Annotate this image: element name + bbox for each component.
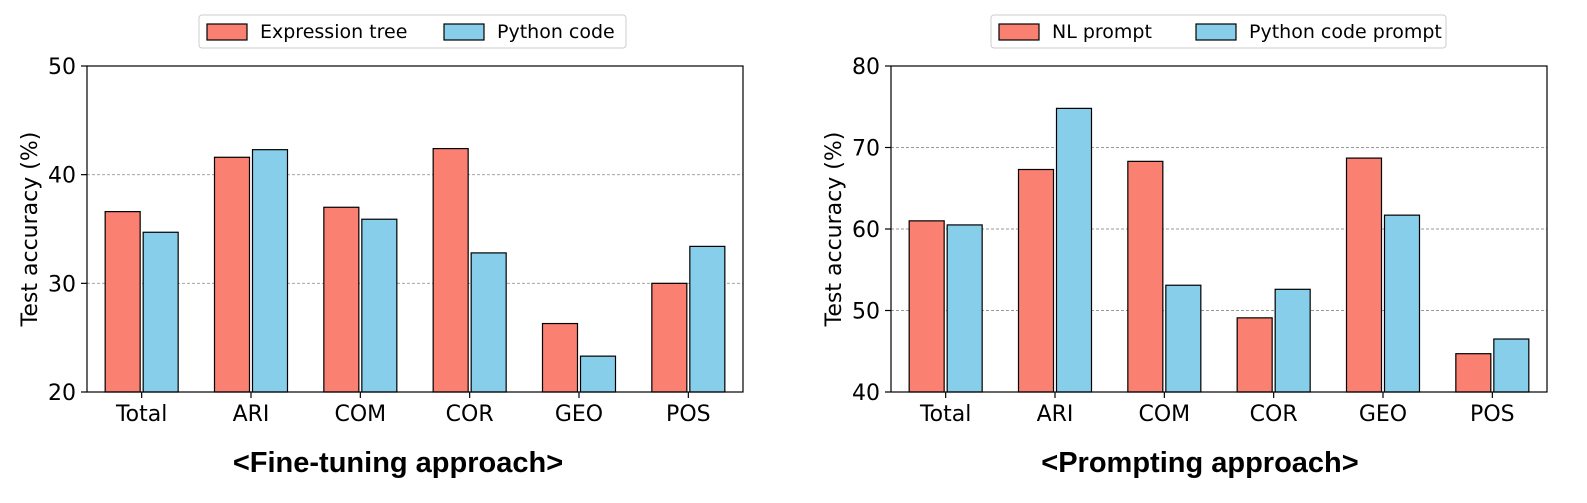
bar-expression-tree-geo [541, 322, 579, 393]
legend-label: Python code [497, 21, 615, 43]
y-tick-label: 30 [48, 272, 76, 297]
y-tick-label: 20 [48, 381, 76, 406]
bar-expression-tree-total [104, 211, 141, 393]
y-tick-label: 70 [852, 137, 880, 162]
bar-python-code-prompt-cor [1274, 288, 1311, 393]
bar-python-code-prompt-pos [1493, 338, 1530, 393]
x-tick-label: Total [919, 402, 971, 427]
legend-swatch [998, 23, 1040, 41]
bar-python-code-prompt-geo [1383, 214, 1421, 393]
y-tick-label: 60 [852, 218, 880, 243]
bar-expression-tree-com [323, 206, 360, 393]
bar-nl-prompt-ari [1017, 168, 1055, 393]
chart-title: <Prompting approach> [1041, 447, 1358, 479]
x-tick-label: ARI [233, 402, 270, 427]
x-tick-label: GEO [1359, 402, 1407, 427]
y-tick-label: 50 [852, 300, 880, 325]
bar-nl-prompt-geo [1345, 157, 1383, 393]
y-tick-label: 40 [48, 164, 76, 189]
bar-python-code-com [361, 218, 398, 393]
bar-python-code-prompt-com [1165, 284, 1202, 393]
bar-nl-prompt-pos [1455, 353, 1492, 393]
bar-nl-prompt-total [908, 220, 945, 393]
legend-label: Python code prompt [1249, 21, 1442, 43]
x-tick-label: COM [1138, 402, 1190, 427]
bar-nl-prompt-com [1127, 160, 1164, 393]
legend-swatch [206, 23, 248, 41]
legend-box [198, 14, 627, 49]
x-tick-label: COR [446, 402, 494, 427]
bar-python-code-ari [251, 149, 289, 393]
bar-nl-prompt-cor [1236, 317, 1273, 393]
x-tick-label: POS [1470, 402, 1515, 427]
legend-label: Expression tree [260, 21, 407, 43]
bar-python-code-prompt-ari [1055, 107, 1093, 393]
x-tick-label: ARI [1037, 402, 1074, 427]
x-tick-label: POS [666, 402, 711, 427]
chart-panel-2: 40 50 60 70 80 Total ARI COM COR GEO POS Test accur… [822, 14, 1548, 479]
legend-swatch [443, 23, 485, 41]
y-tick-label: 50 [48, 55, 76, 80]
x-tick-label: COR [1250, 402, 1298, 427]
x-tick-label: GEO [555, 402, 603, 427]
y-tick-label: 40 [852, 381, 880, 406]
bar-python-code-total [142, 231, 179, 393]
chart-title: <Fine-tuning approach> [233, 447, 563, 479]
y-axis-label: Test accuracy (%) [822, 132, 847, 328]
x-tick-label: Total [115, 402, 167, 427]
bar-python-code-prompt-total [946, 224, 983, 393]
y-axis-label: Test accuracy (%) [18, 132, 43, 328]
bar-python-code-geo [579, 355, 617, 393]
legend: NL prompt Python code prompt [990, 14, 1447, 49]
bar-expression-tree-ari [213, 156, 251, 393]
y-tick-label: 80 [852, 55, 880, 80]
chart-panel-1: 20 30 40 50 Total ARI COM COR GEO POS Test accurac… [18, 14, 744, 479]
bar-expression-tree-cor [432, 147, 469, 393]
bar-python-code-cor [470, 252, 507, 393]
legend: Expression tree Python code [198, 14, 627, 49]
legend-swatch [1195, 23, 1237, 41]
bar-python-code-pos [689, 245, 726, 393]
legend-label: NL prompt [1052, 21, 1152, 43]
x-tick-label: COM [334, 402, 386, 427]
bar-expression-tree-pos [651, 282, 688, 393]
plot-frame [86, 65, 744, 393]
